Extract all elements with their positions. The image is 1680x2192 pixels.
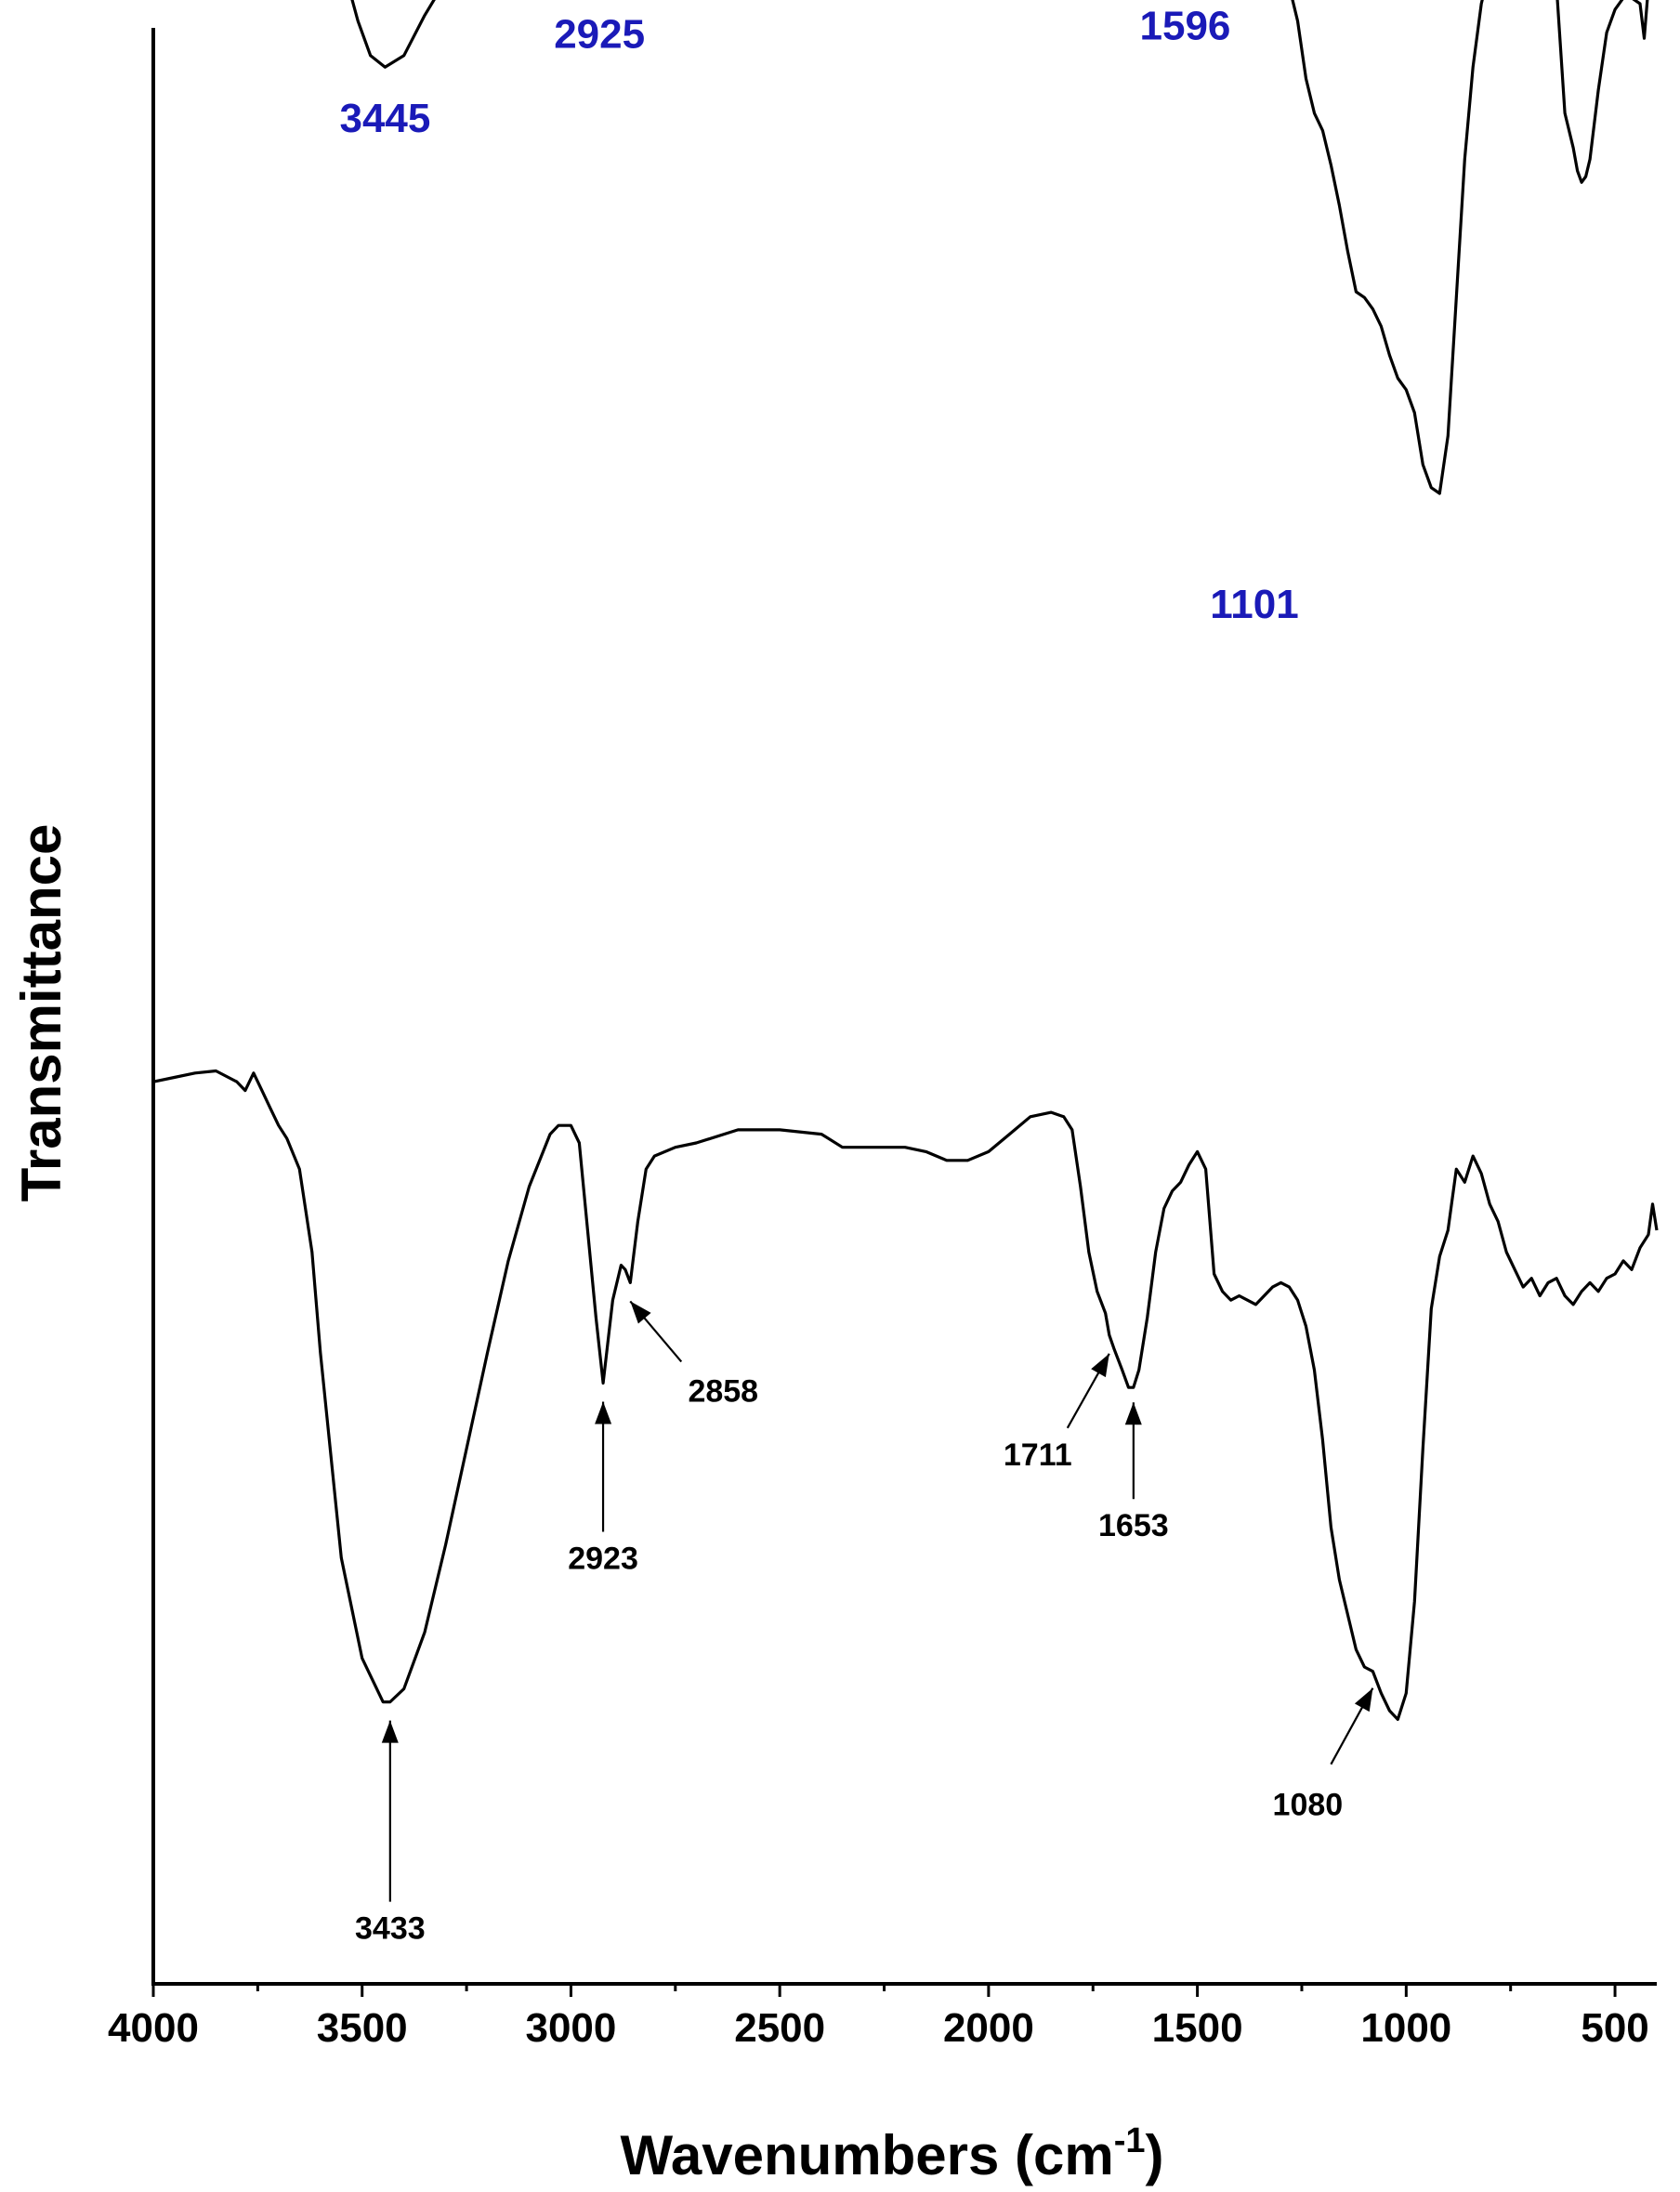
x-tick-label-3500: 3500 xyxy=(317,2005,408,2051)
peak-label-3433: 3433 xyxy=(355,1911,426,1947)
x-tick-label-4000: 4000 xyxy=(108,2005,199,2051)
x-tick-label-1500: 1500 xyxy=(1152,2005,1243,2051)
peak-label-3445: 3445 xyxy=(339,96,430,141)
peak-arrowhead-1653 xyxy=(1124,1402,1142,1425)
plot-area xyxy=(152,0,1659,1722)
peak-annotations: 3445292528541596110134332923285817111653… xyxy=(339,4,1374,1947)
x-axis: 4000 3500 3000 2500 2000 1500 1000 500 xyxy=(108,28,1657,2051)
peak-arrowhead-3433 xyxy=(381,1720,399,1743)
peak-arrowhead-2858 xyxy=(630,1301,651,1324)
peak-arrowhead-1080 xyxy=(1354,1687,1373,1713)
spectrum-line-2 xyxy=(152,1069,1659,1722)
peak-label-2923: 2923 xyxy=(568,1542,638,1577)
peak-arrowhead-1711 xyxy=(1091,1353,1109,1378)
x-tick-label-2000: 2000 xyxy=(943,2005,1034,2051)
peak-label-2925: 2925 xyxy=(554,11,645,57)
x-tick-label-1000: 1000 xyxy=(1360,2005,1451,2051)
spectrum-line-1 xyxy=(350,0,1649,495)
x-tick-label-3000: 3000 xyxy=(525,2005,616,2051)
peak-arrowhead-2923 xyxy=(595,1401,612,1424)
peak-label-1080: 1080 xyxy=(1273,1788,1344,1823)
peak-label-1101: 1101 xyxy=(1210,582,1298,627)
peak-label-1596: 1596 xyxy=(1140,4,1231,49)
x-axis-title-superscript: -1 xyxy=(1114,2121,1146,2160)
peak-label-1653: 1653 xyxy=(1098,1508,1169,1543)
x-axis-title: Wavenumbers (cm-1) xyxy=(620,2121,1163,2186)
x-tick-label-2500: 2500 xyxy=(734,2005,825,2051)
x-axis-title-base: Wavenumbers (cm xyxy=(620,2124,1113,2186)
x-axis-title-close: ) xyxy=(1146,2124,1164,2186)
peak-label-1711: 1711 xyxy=(1004,1437,1072,1473)
x-tick-label-500: 500 xyxy=(1581,2005,1648,2051)
peak-label-2858: 2858 xyxy=(688,1373,758,1409)
y-axis-title: Transmittance xyxy=(10,824,72,1202)
